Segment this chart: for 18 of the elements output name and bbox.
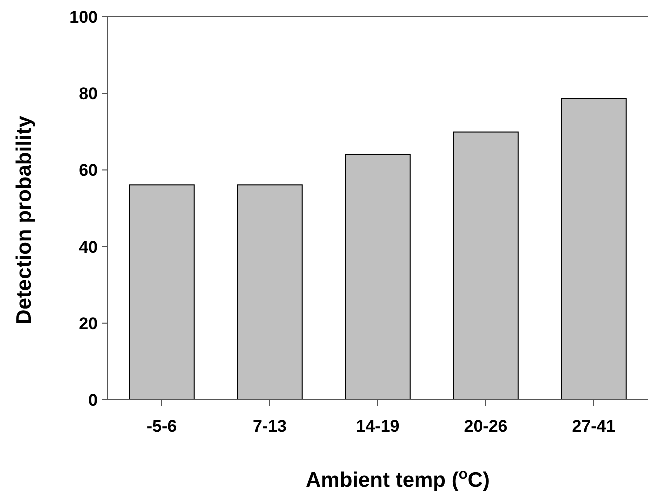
x-tick-label: 27-41 — [572, 417, 616, 436]
y-tick-label: 40 — [79, 238, 98, 257]
x-tick-label: 7-13 — [252, 417, 288, 436]
bar — [453, 132, 519, 400]
bar — [345, 154, 411, 400]
y-tick-label: 100 — [70, 8, 98, 27]
bar — [129, 184, 195, 400]
bar — [237, 184, 303, 400]
x-axis-title: Ambient temp ($^{o}$C) — [306, 467, 490, 492]
y-tick-label: 0 — [88, 390, 98, 410]
x-tick-label: 14-19 — [356, 417, 400, 436]
y-tick-label: 60 — [79, 161, 98, 180]
y-tick-label: 80 — [79, 84, 98, 104]
bar — [561, 98, 627, 400]
y-axis-title: Detection probability — [13, 116, 36, 325]
x-tick-label: -5-6 — [146, 417, 178, 436]
y-tick-label: 20 — [79, 314, 98, 334]
x-tick-label: 20-26 — [464, 417, 508, 436]
